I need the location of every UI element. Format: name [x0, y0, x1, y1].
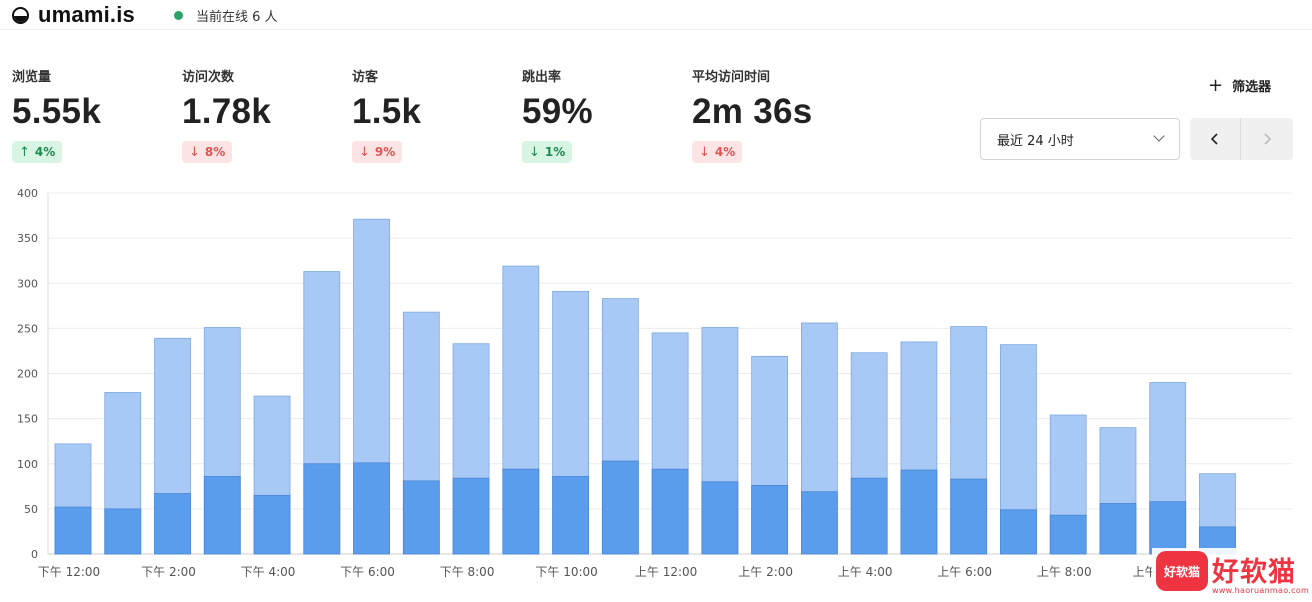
y-tick-label: 350	[17, 232, 38, 245]
metric-change-badge: ↓ 8%	[182, 141, 233, 163]
metric-visits: 访问次数 1.78k ↓ 8%	[182, 66, 271, 163]
x-tick-label: 上午 2:00	[738, 565, 793, 579]
arrow-down-icon: ↓	[359, 144, 370, 160]
y-tick-label: 150	[17, 413, 38, 426]
visitors-bar	[154, 493, 191, 555]
visitors-bar	[900, 469, 938, 555]
x-tick-label: 上午 8:00	[1037, 565, 1092, 579]
metric-pageviews: 浏览量 5.55k ↑ 4%	[12, 66, 101, 163]
x-tick-label: 上午 12:00	[635, 565, 697, 579]
watermark: 好软猫 好软猫 www.haoruanmao.com	[1152, 548, 1312, 602]
visitors-bar	[701, 481, 739, 555]
chevron-left-icon	[1210, 133, 1218, 145]
online-count: 当前在线 6 人	[196, 9, 278, 25]
online-indicator: 当前在线 6 人	[174, 0, 278, 30]
visitors-bar	[253, 494, 291, 555]
visitors-bar	[402, 480, 440, 555]
watermark-badge: 好软猫	[1156, 551, 1208, 591]
date-range-value: 最近 24 小时	[997, 133, 1074, 149]
top-bar: umami.is 当前在线 6 人	[0, 0, 1312, 30]
visitors-bar	[950, 478, 988, 555]
metric-label: 跳出率	[522, 70, 562, 85]
visitors-bar	[751, 485, 789, 555]
visitors-bar	[601, 460, 639, 555]
metric-change-badge: ↓ 1%	[522, 141, 573, 163]
arrow-down-icon: ↓	[529, 144, 540, 160]
x-tick-label: 下午 6:00	[340, 565, 395, 579]
chevron-down-icon	[1153, 130, 1165, 142]
y-tick-label: 0	[31, 548, 38, 561]
metric-change-badge: ↓ 4%	[692, 141, 743, 163]
online-dot-icon	[174, 10, 183, 20]
visitors-bar	[1000, 509, 1037, 555]
metric-value: 1.78k	[182, 92, 272, 131]
visitors-bar	[104, 508, 142, 555]
prev-period-button[interactable]	[1190, 118, 1241, 160]
visitors-bar	[850, 477, 888, 555]
arrow-down-icon: ↓	[699, 144, 710, 160]
logo-text: umami.is	[38, 2, 135, 27]
date-nav	[1190, 118, 1293, 160]
visitors-bar	[353, 462, 390, 555]
y-tick-label: 300	[17, 277, 38, 290]
metric-value: 5.55k	[12, 92, 102, 131]
date-range-select[interactable]: 最近 24 小时	[980, 118, 1180, 160]
x-tick-label: 下午 10:00	[535, 565, 597, 579]
pageviews-chart: 0 50 100 150 200 250 300 350 400 下午 12:00 下午 2:00 下…	[17, 187, 1292, 579]
x-tick-label: 下午 4:00	[241, 565, 296, 579]
metric-value: 1.5k	[352, 92, 422, 131]
visitors-bar	[651, 468, 689, 555]
visitors-bar	[452, 477, 490, 555]
arrow-down-icon: ↓	[189, 144, 200, 160]
arrow-up-icon: ↑	[19, 144, 30, 160]
logo[interactable]: umami.is	[12, 0, 135, 30]
metric-label: 浏览量	[12, 70, 52, 85]
visitors-bar	[54, 506, 92, 555]
chevron-right-icon	[1263, 133, 1271, 145]
metric-value: 2m 36s	[692, 92, 813, 131]
metric-label: 访问次数	[182, 70, 235, 85]
visitors-bar	[502, 468, 540, 555]
filter-label: 筛选器	[1232, 80, 1272, 95]
metric-label: 平均访问时间	[692, 70, 771, 85]
visitors-bar	[1149, 501, 1187, 555]
visitors-bar	[552, 475, 589, 555]
y-tick-label: 50	[24, 503, 38, 516]
metric-label: 访客	[352, 70, 379, 85]
x-tick-label: 上午 6:00	[937, 565, 992, 579]
watermark-url: www.haoruanmao.com	[1212, 586, 1310, 595]
metric-avg-visit-time: 平均访问时间 2m 36s ↓ 4%	[692, 66, 813, 163]
metric-change-badge: ↓ 9%	[352, 141, 403, 163]
visitors-bar	[801, 491, 838, 555]
metric-value: 59%	[522, 92, 593, 131]
y-tick-label: 400	[17, 187, 38, 200]
x-tick-label: 下午 8:00	[440, 565, 495, 579]
y-tick-label: 250	[17, 322, 38, 335]
umami-logo-icon	[12, 6, 29, 24]
next-period-button[interactable]	[1241, 118, 1292, 160]
x-tick-label: 上午 4:00	[838, 565, 893, 579]
y-tick-label: 100	[17, 458, 38, 471]
plus-icon: +	[1208, 74, 1224, 96]
filter-button[interactable]: + 筛选器	[1208, 76, 1271, 95]
x-tick-label: 下午 12:00	[38, 565, 100, 579]
y-tick-label: 200	[17, 368, 38, 381]
metric-visitors: 访客 1.5k ↓ 9%	[352, 66, 421, 163]
visitors-bar	[1099, 503, 1137, 555]
x-tick-label: 下午 2:00	[141, 565, 196, 579]
metric-bounce-rate: 跳出率 59% ↓ 1%	[522, 66, 593, 163]
visitors-bar	[303, 463, 341, 555]
metric-change-badge: ↑ 4%	[12, 141, 63, 163]
visitors-bar	[203, 475, 241, 555]
visitors-bar	[1049, 514, 1087, 555]
watermark-title: 好软猫	[1212, 557, 1296, 588]
